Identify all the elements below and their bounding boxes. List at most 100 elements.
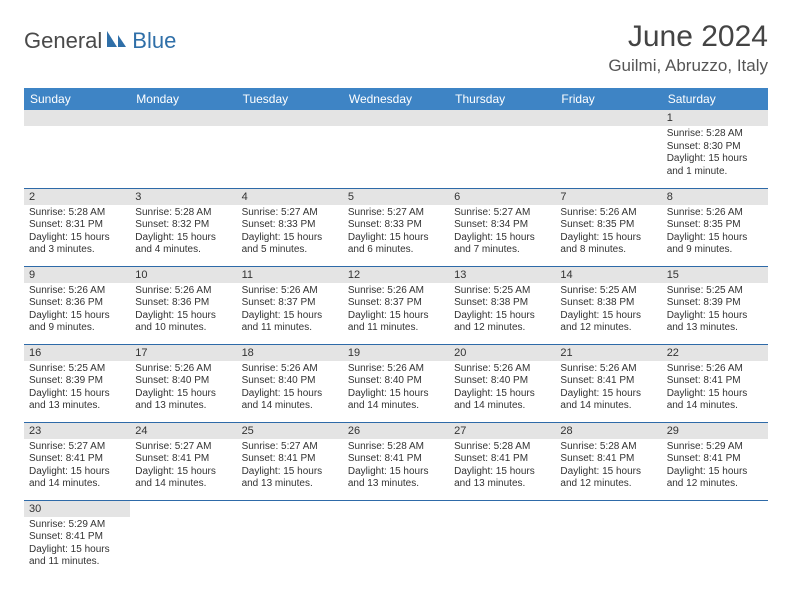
day-details: Sunrise: 5:26 AMSunset: 8:40 PMDaylight:… [237,361,343,417]
day-line: Sunset: 8:34 PM [454,219,550,232]
day-line: Sunset: 8:41 PM [667,375,763,388]
day-line: Sunset: 8:36 PM [29,297,125,310]
day-line: Daylight: 15 hours [29,388,125,401]
day-number: 13 [449,267,555,283]
day-line: Sunrise: 5:26 AM [667,363,763,376]
day-line: and 12 minutes. [667,478,763,491]
day-line: and 12 minutes. [454,322,550,335]
day-details: Sunrise: 5:26 AMSunset: 8:35 PMDaylight:… [662,205,768,261]
day-line: Sunrise: 5:27 AM [29,441,125,454]
day-details: Sunrise: 5:28 AMSunset: 8:30 PMDaylight:… [662,126,768,182]
day-line: Sunset: 8:40 PM [135,375,231,388]
day-details: Sunrise: 5:28 AMSunset: 8:32 PMDaylight:… [130,205,236,261]
calendar-cell [130,110,236,188]
day-line: and 14 minutes. [454,400,550,413]
calendar-cell: 1Sunrise: 5:28 AMSunset: 8:30 PMDaylight… [662,110,768,188]
calendar-cell [237,110,343,188]
day-line: and 9 minutes. [667,244,763,257]
day-details: Sunrise: 5:26 AMSunset: 8:37 PMDaylight:… [343,283,449,339]
calendar-cell [130,500,236,578]
day-number: 9 [24,267,130,283]
day-line: Daylight: 15 hours [348,466,444,479]
day-line: Sunset: 8:38 PM [560,297,656,310]
calendar-cell: 24Sunrise: 5:27 AMSunset: 8:41 PMDayligh… [130,422,236,500]
day-number: 4 [237,189,343,205]
calendar-cell: 19Sunrise: 5:26 AMSunset: 8:40 PMDayligh… [343,344,449,422]
calendar-cell [662,500,768,578]
day-line: Sunrise: 5:28 AM [454,441,550,454]
day-line: and 10 minutes. [135,322,231,335]
day-line: Daylight: 15 hours [560,232,656,245]
calendar-cell: 14Sunrise: 5:25 AMSunset: 8:38 PMDayligh… [555,266,661,344]
calendar-cell [237,500,343,578]
day-number: 25 [237,423,343,439]
day-line: Daylight: 15 hours [348,232,444,245]
day-line: Sunset: 8:33 PM [242,219,338,232]
day-line: Sunrise: 5:26 AM [560,363,656,376]
calendar-week: 16Sunrise: 5:25 AMSunset: 8:39 PMDayligh… [24,344,768,422]
day-line: and 13 minutes. [348,478,444,491]
sail-icon [106,29,128,54]
day-line: Daylight: 15 hours [348,310,444,323]
day-line: Sunrise: 5:26 AM [135,285,231,298]
calendar-cell: 12Sunrise: 5:26 AMSunset: 8:37 PMDayligh… [343,266,449,344]
calendar-cell [343,110,449,188]
calendar-cell: 21Sunrise: 5:26 AMSunset: 8:41 PMDayligh… [555,344,661,422]
calendar-week: 23Sunrise: 5:27 AMSunset: 8:41 PMDayligh… [24,422,768,500]
day-line: Daylight: 15 hours [454,466,550,479]
calendar-week: 2Sunrise: 5:28 AMSunset: 8:31 PMDaylight… [24,188,768,266]
day-header: Thursday [449,88,555,110]
calendar-cell: 15Sunrise: 5:25 AMSunset: 8:39 PMDayligh… [662,266,768,344]
day-line: and 5 minutes. [242,244,338,257]
day-line: Daylight: 15 hours [454,232,550,245]
day-line: Sunrise: 5:25 AM [29,363,125,376]
day-line: and 13 minutes. [454,478,550,491]
day-line: Sunset: 8:39 PM [667,297,763,310]
location: Guilmi, Abruzzo, Italy [608,56,768,76]
day-line: Sunrise: 5:26 AM [560,207,656,220]
day-line: Sunrise: 5:26 AM [29,285,125,298]
day-line: Daylight: 15 hours [29,232,125,245]
calendar-cell: 6Sunrise: 5:27 AMSunset: 8:34 PMDaylight… [449,188,555,266]
calendar-cell: 16Sunrise: 5:25 AMSunset: 8:39 PMDayligh… [24,344,130,422]
day-line: Sunrise: 5:26 AM [454,363,550,376]
day-line: and 7 minutes. [454,244,550,257]
calendar-cell: 23Sunrise: 5:27 AMSunset: 8:41 PMDayligh… [24,422,130,500]
day-line: Sunrise: 5:25 AM [667,285,763,298]
day-line: Daylight: 15 hours [135,232,231,245]
day-line: and 14 minutes. [29,478,125,491]
day-details: Sunrise: 5:29 AMSunset: 8:41 PMDaylight:… [662,439,768,495]
day-line: Daylight: 15 hours [29,466,125,479]
day-details: Sunrise: 5:26 AMSunset: 8:41 PMDaylight:… [555,361,661,417]
calendar-cell: 2Sunrise: 5:28 AMSunset: 8:31 PMDaylight… [24,188,130,266]
day-line: Sunset: 8:35 PM [667,219,763,232]
day-line: Sunset: 8:41 PM [348,453,444,466]
day-line: and 12 minutes. [560,322,656,335]
day-line: Sunset: 8:41 PM [560,375,656,388]
day-line: Sunset: 8:40 PM [348,375,444,388]
day-details: Sunrise: 5:28 AMSunset: 8:41 PMDaylight:… [555,439,661,495]
title-block: June 2024 Guilmi, Abruzzo, Italy [608,20,768,76]
day-line: and 13 minutes. [667,322,763,335]
day-line: Sunrise: 5:27 AM [242,207,338,220]
day-line: Sunset: 8:31 PM [29,219,125,232]
calendar-cell: 5Sunrise: 5:27 AMSunset: 8:33 PMDaylight… [343,188,449,266]
day-line: and 13 minutes. [242,478,338,491]
calendar-cell: 30Sunrise: 5:29 AMSunset: 8:41 PMDayligh… [24,500,130,578]
day-line: Daylight: 15 hours [454,310,550,323]
day-details: Sunrise: 5:27 AMSunset: 8:33 PMDaylight:… [237,205,343,261]
day-details: Sunrise: 5:28 AMSunset: 8:41 PMDaylight:… [449,439,555,495]
day-line: Sunset: 8:37 PM [348,297,444,310]
day-number: 2 [24,189,130,205]
day-line: Sunset: 8:41 PM [29,453,125,466]
day-line: Sunset: 8:39 PM [29,375,125,388]
day-line: and 4 minutes. [135,244,231,257]
calendar-cell [449,110,555,188]
month-title: June 2024 [608,20,768,54]
calendar-cell: 25Sunrise: 5:27 AMSunset: 8:41 PMDayligh… [237,422,343,500]
day-line: Sunrise: 5:27 AM [242,441,338,454]
day-line: Daylight: 15 hours [135,388,231,401]
day-details: Sunrise: 5:27 AMSunset: 8:41 PMDaylight:… [237,439,343,495]
day-line: Sunrise: 5:26 AM [667,207,763,220]
day-number: 19 [343,345,449,361]
